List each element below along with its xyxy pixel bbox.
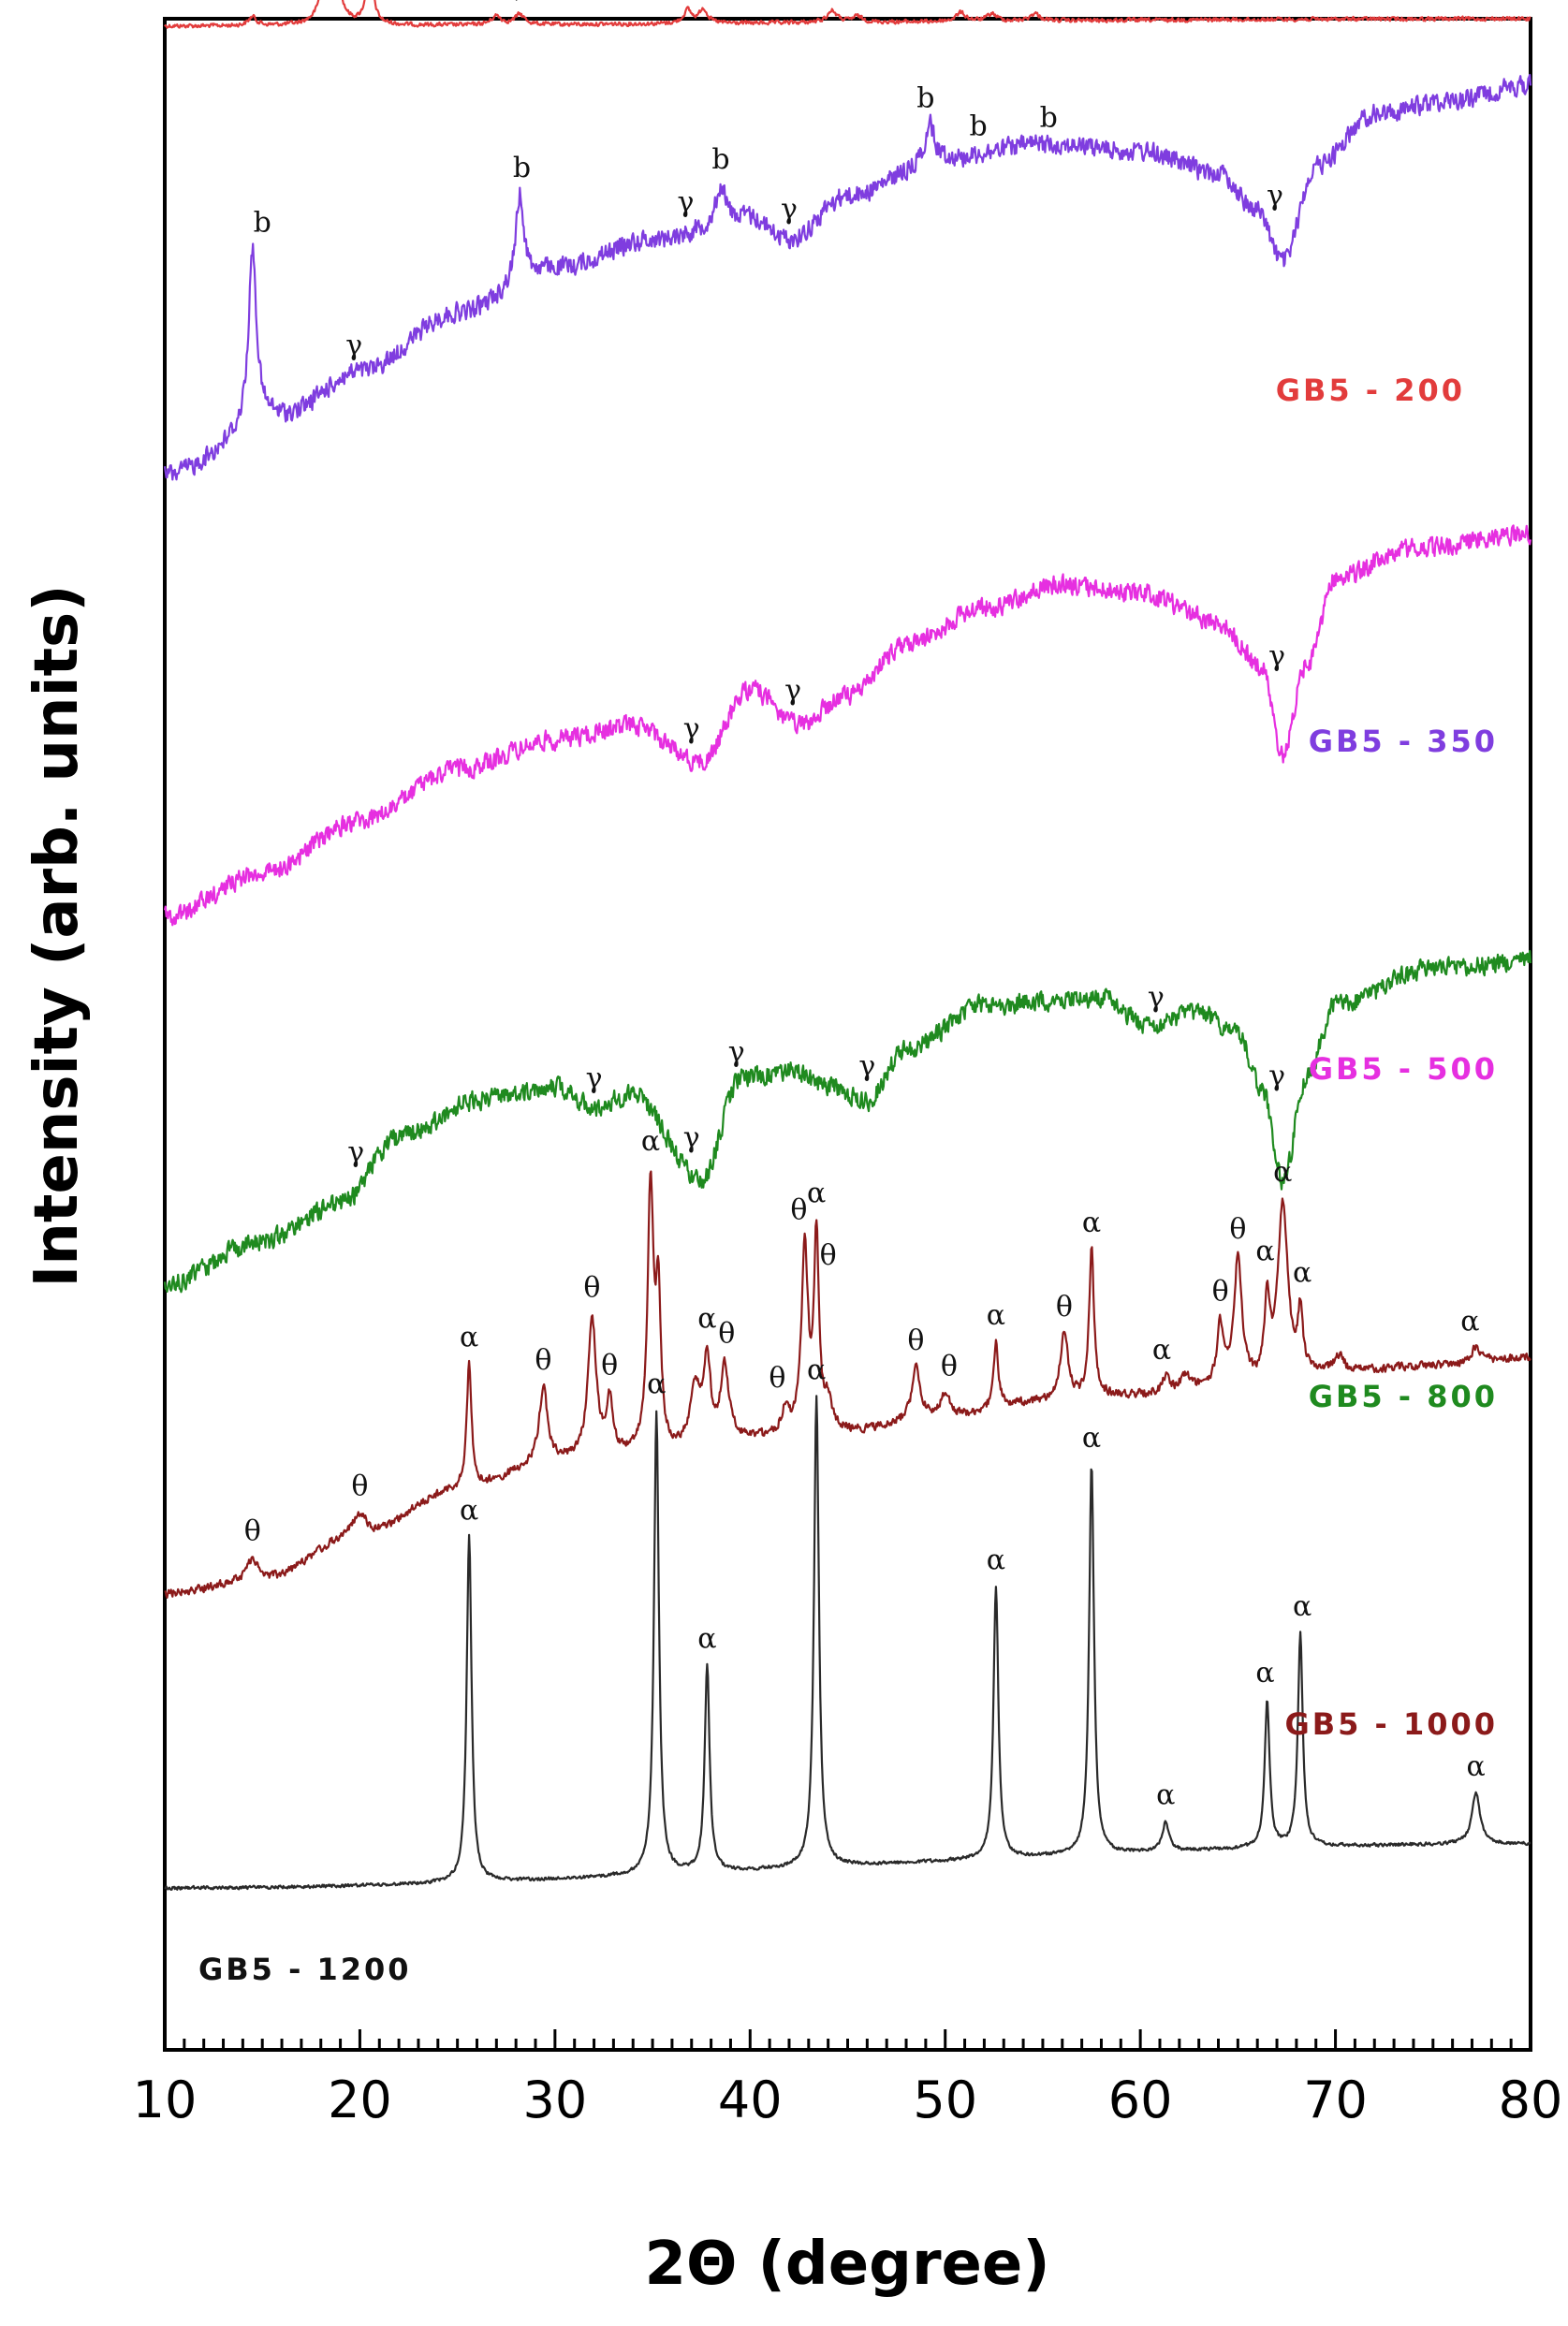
x-tick-label: 30 [522, 2070, 587, 2129]
peak-annotation: γ [345, 329, 362, 362]
peak-annotation: γ [1148, 981, 1165, 1014]
x-tick-label: 20 [328, 2070, 392, 2129]
peak-annotation: θ [601, 1350, 618, 1382]
peak-annotation: α [1082, 1422, 1101, 1455]
peak-annotation: α [1082, 1207, 1101, 1239]
peak-annotation: θ [820, 1239, 837, 1272]
peak-annotation: γ [1267, 180, 1283, 212]
peak-annotation: γ [586, 1062, 603, 1095]
peak-annotation: θ [790, 1194, 807, 1227]
peak-annotation: θ [583, 1272, 600, 1305]
series-line [163, 524, 1532, 927]
peak-annotation: α [1255, 1235, 1274, 1267]
peak-annotation: θ [769, 1362, 785, 1395]
peak-annotation: α [460, 1321, 478, 1353]
x-axis-title: 2Θ (degree) [644, 2230, 1049, 2299]
peak-annotation: α [1255, 1657, 1274, 1690]
peak-annotation: α [641, 1125, 660, 1158]
series-line [164, 1395, 1531, 1892]
peak-annotation: b [1040, 102, 1058, 135]
series-label: GB5 - 500 [1309, 1051, 1498, 1087]
peak-annotation: b [240, 0, 257, 7]
series-label: GB5 - 1200 [198, 1952, 412, 1987]
series-line [163, 949, 1532, 1294]
peak-annotation: α [460, 1494, 478, 1527]
peak-annotation: θ [535, 1344, 551, 1377]
peak-annotation: θ [1229, 1213, 1246, 1246]
peak-annotation: θ [1056, 1291, 1073, 1324]
x-tick-label: 50 [913, 2070, 977, 2129]
peak-annotation: b [916, 82, 934, 115]
peak-annotation: θ [244, 1514, 261, 1547]
peak-annotation: θ [941, 1351, 958, 1383]
peak-annotation: γ [683, 712, 700, 745]
series-label-layer: GB5 - 200 GB5 - 350 GB5 - 500 GB5 - 800 GB5 … [198, 373, 1498, 1987]
peak-annotation: γ [781, 194, 798, 227]
peak-annotation: G [1019, 0, 1042, 4]
peak-annotation: α [697, 1302, 716, 1335]
peak-annotation: α [1152, 1334, 1171, 1367]
peak-annotation: θ [1212, 1276, 1229, 1309]
peak-annotation: γ [1268, 1061, 1285, 1093]
annotation-layer: bGGG ,bGGGGbγbγbγbbbγγγγγγγγγγγθθαθθθααθ… [240, 0, 1486, 1812]
peak-annotation: γ [678, 186, 695, 219]
peak-annotation: G [821, 0, 843, 1]
x-tick-label: 40 [718, 2070, 783, 2129]
x-tick-label: 60 [1108, 2070, 1173, 2129]
peak-annotation: α [1293, 1590, 1312, 1623]
series-line [163, 73, 1532, 481]
peak-annotation: α [697, 1622, 716, 1655]
series-label: GB5 - 350 [1309, 724, 1498, 759]
peak-annotation: γ [784, 674, 801, 707]
peak-annotation: α [987, 1299, 1005, 1332]
peak-annotation: α [807, 1353, 826, 1386]
peak-annotation: α [1273, 1156, 1292, 1189]
peak-annotation: α [1467, 1750, 1486, 1783]
peak-annotation: θ [351, 1470, 368, 1503]
x-tick-label: 70 [1303, 2070, 1368, 2129]
series-line [164, 0, 1531, 29]
y-axis-title: Intensity (arb. units) [22, 585, 92, 1288]
peak-annotation: b [711, 143, 729, 176]
peak-annotation: G ,b [483, 0, 541, 5]
series-label: GB5 - 200 [1276, 373, 1465, 408]
peak-annotation: b [254, 207, 271, 240]
peak-annotation: α [987, 1543, 1005, 1576]
series-layer [163, 0, 1532, 1892]
peak-annotation: α [647, 1368, 666, 1401]
peak-annotation: θ [907, 1324, 924, 1357]
peak-annotation: θ [718, 1318, 735, 1351]
x-tick-label: 80 [1499, 2070, 1563, 2129]
series-line [164, 1170, 1531, 1599]
peak-annotation: G [954, 0, 976, 3]
peak-annotation: α [807, 1178, 826, 1210]
peak-annotation: γ [1268, 640, 1285, 673]
peak-annotation: γ [858, 1050, 875, 1083]
peak-annotation: γ [347, 1136, 364, 1169]
peak-annotation: γ [683, 1122, 700, 1155]
peak-annotation: α [1460, 1305, 1479, 1338]
peak-annotation: α [1156, 1779, 1175, 1812]
peak-annotation: b [970, 110, 988, 143]
peak-annotation: γ [728, 1036, 745, 1069]
series-label: GB5 - 800 [1309, 1379, 1498, 1414]
peak-annotation: b [513, 152, 531, 184]
x-tick-label: 10 [133, 2070, 198, 2129]
peak-annotation: α [1293, 1256, 1312, 1289]
series-label: GB5 - 1000 [1284, 1706, 1498, 1742]
axis-ticks: 10 20 30 40 50 60 70 80 [133, 2029, 1563, 2129]
